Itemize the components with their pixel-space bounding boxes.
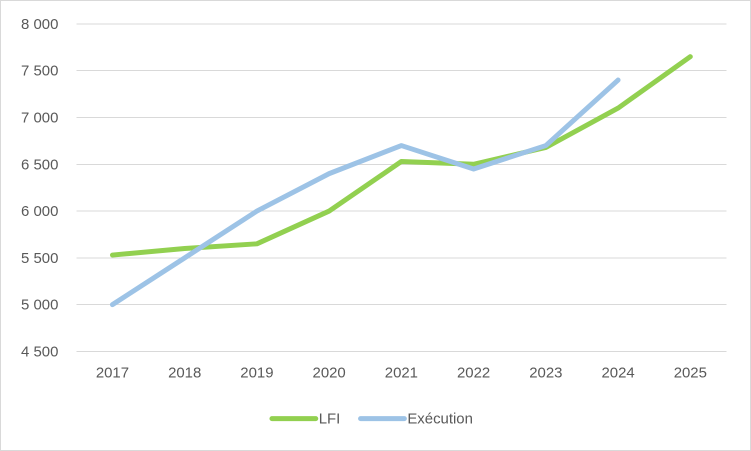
x-axis-tick-labels: 2017 2018 2019 2020 2021 2022 2023 2024 2025 bbox=[96, 364, 707, 381]
legend: LFI Exécution bbox=[269, 411, 473, 428]
legend-item-lfi: LFI bbox=[269, 411, 341, 428]
series-line-execution bbox=[109, 77, 621, 308]
legend-label-execution: Exécution bbox=[407, 411, 473, 428]
x-tick-label-2019: 2019 bbox=[240, 364, 273, 381]
y-tick-label: 5 500 bbox=[21, 250, 58, 267]
y-tick-label: 5 000 bbox=[21, 297, 58, 314]
x-tick-label-2025: 2025 bbox=[674, 364, 707, 381]
y-tick-label: 8 000 bbox=[21, 16, 58, 33]
x-tick-label-2021: 2021 bbox=[385, 364, 418, 381]
x-tick-label-2018: 2018 bbox=[168, 364, 201, 381]
legend-label-lfi: LFI bbox=[319, 411, 341, 428]
y-tick-label: 7 500 bbox=[21, 63, 58, 80]
data-series bbox=[109, 54, 693, 308]
y-tick-label: 4 500 bbox=[21, 343, 58, 360]
y-tick-label: 6 500 bbox=[21, 156, 58, 173]
x-tick-label-2020: 2020 bbox=[313, 364, 346, 381]
legend-item-execution: Exécution bbox=[358, 411, 473, 428]
series-line-lfi bbox=[109, 54, 693, 258]
y-axis-tick-labels: 4 500 5 000 5 500 6 000 6 500 7 000 7 500 8 000 bbox=[21, 16, 58, 361]
y-tick-label: 7 000 bbox=[21, 109, 58, 126]
x-tick-label-2024: 2024 bbox=[601, 364, 634, 381]
x-tick-label-2023: 2023 bbox=[529, 364, 562, 381]
gridlines bbox=[76, 23, 727, 352]
x-tick-label-2022: 2022 bbox=[457, 364, 490, 381]
x-tick-label-2017: 2017 bbox=[96, 364, 129, 381]
y-tick-label: 6 000 bbox=[21, 203, 58, 220]
